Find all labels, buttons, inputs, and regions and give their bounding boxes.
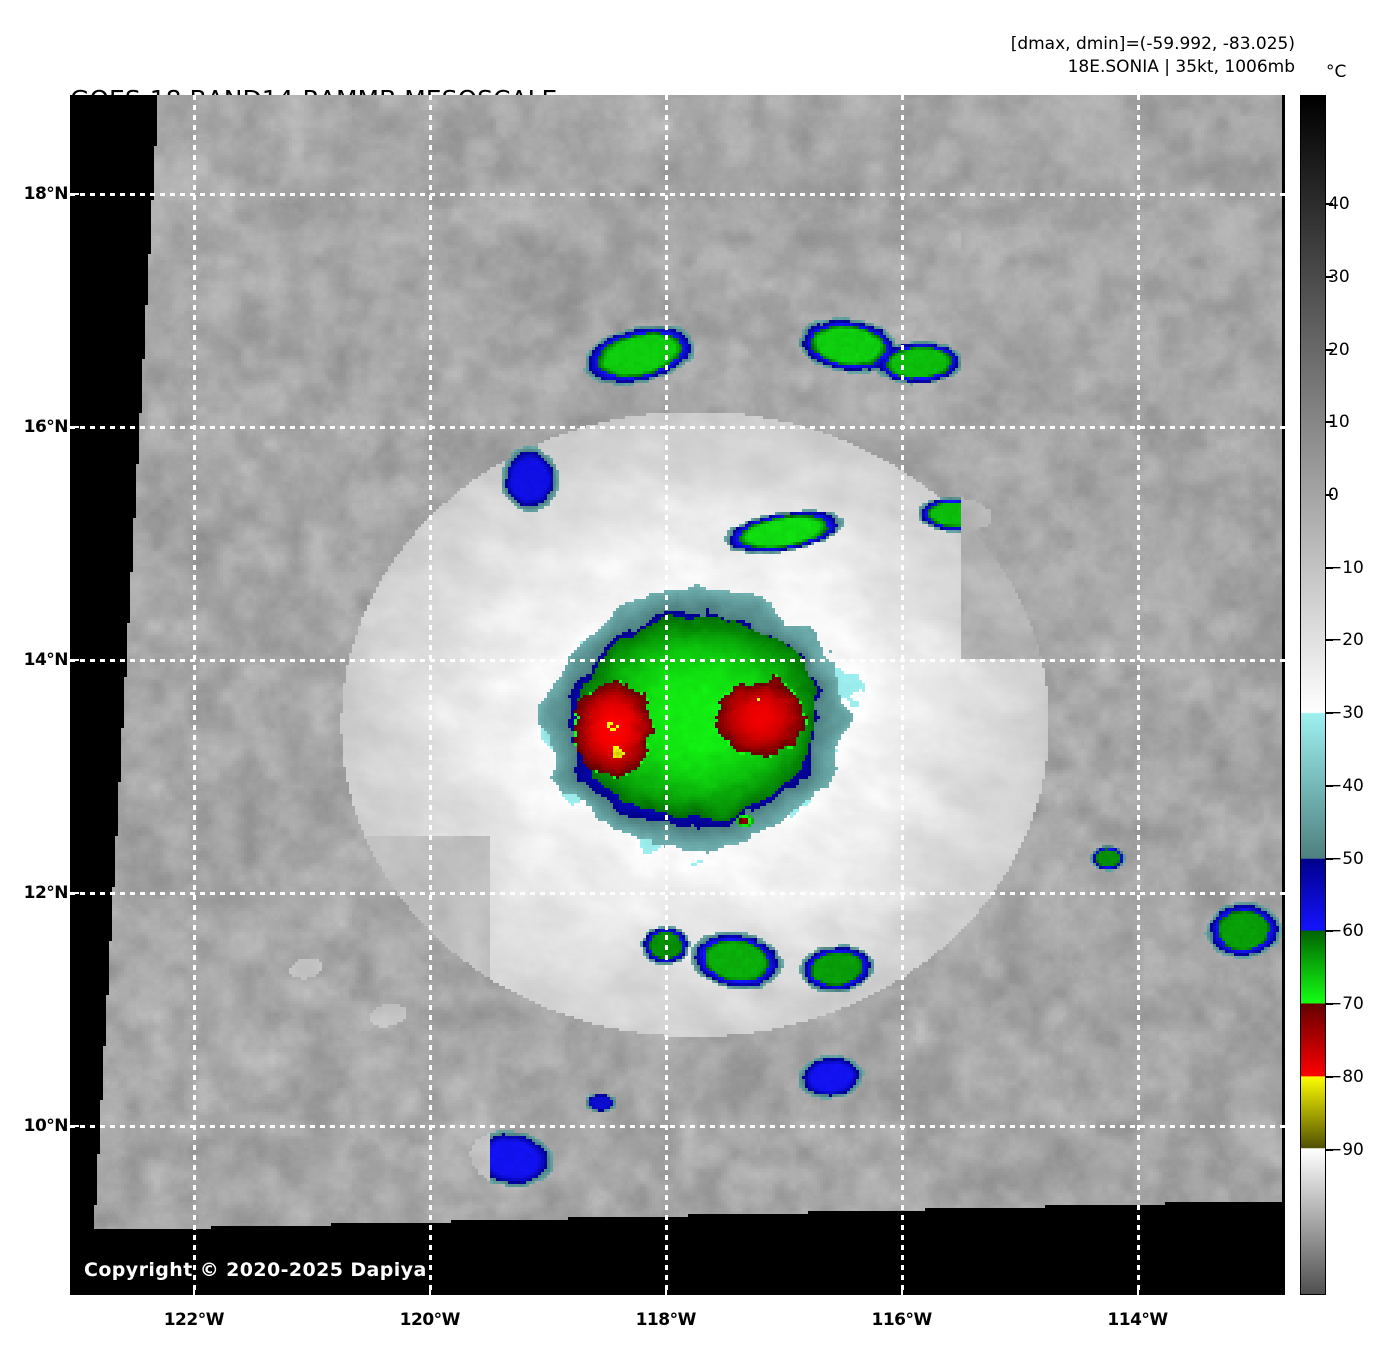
lon-tick-label: 114°W	[1107, 1310, 1168, 1330]
lat-tickmark	[70, 892, 79, 895]
lat-tickmark	[70, 193, 79, 196]
colorbar-tickmark	[1326, 1003, 1333, 1006]
lat-tick-label: 16°N	[23, 417, 69, 438]
lat-tick-label: 14°N	[23, 650, 69, 671]
lon-tickmark	[428, 1286, 431, 1295]
colorbar-tickmark	[1326, 930, 1333, 933]
colorbar-tick-label: −10	[1328, 557, 1364, 578]
colorbar-tick-label: 0	[1328, 485, 1339, 505]
colorbar-tick-label: −60	[1328, 921, 1364, 942]
colorbar-tick-label: 10	[1328, 412, 1350, 433]
dmax-dmin-label: [dmax, dmin]=(-59.992, -83.025)	[1010, 34, 1295, 54]
colorbar-tick-label: −40	[1328, 775, 1364, 796]
colorbar-tickmark	[1326, 1148, 1333, 1151]
colorbar-tick-label: −20	[1328, 630, 1364, 651]
lat-tickmark	[70, 426, 79, 429]
lat-tickmark	[70, 659, 79, 662]
satellite-raster	[70, 95, 1285, 1295]
lon-tick-label: 118°W	[635, 1310, 697, 1330]
colorbar-tickmark	[1326, 639, 1333, 642]
colorbar-tick-label: −80	[1328, 1066, 1364, 1087]
colorbar-tickmark	[1326, 203, 1333, 206]
lat-tick-label: 18°N	[23, 184, 69, 205]
temperature-colorbar[interactable]	[1300, 95, 1326, 1295]
lon-tick-label: 122°W	[163, 1310, 225, 1330]
infrared-imagery	[70, 95, 1285, 1295]
colorbar-tick-label: −30	[1328, 703, 1364, 724]
copyright-label: Copyright © 2020-2025 Dapiya	[84, 1259, 427, 1281]
colorbar-tickmark	[1326, 348, 1333, 351]
colorbar-tickmark	[1326, 421, 1333, 424]
colorbar-tick-label: −90	[1328, 1139, 1364, 1160]
metadata-block: [dmax, dmin]=(-59.992, -83.025) 18E.SONI…	[1011, 33, 1295, 79]
colorbar-tickmark	[1326, 857, 1333, 860]
colorbar-tickmark	[1326, 494, 1333, 496]
colorbar-tickmark	[1326, 712, 1333, 715]
colorbar-tickmark	[1326, 1075, 1333, 1078]
colorbar-tick-label: 30	[1328, 266, 1350, 287]
colorbar-tickmark	[1326, 566, 1333, 569]
colorbar-tick-label: 20	[1328, 339, 1350, 360]
lat-tickmark	[70, 1125, 79, 1128]
colorbar-tick-label: −70	[1328, 994, 1364, 1015]
lon-tickmark	[192, 1286, 195, 1295]
lon-tickmark	[664, 1286, 667, 1295]
colorbar-tick-label: 40	[1328, 194, 1350, 215]
colorbar-unit-label: °C	[1326, 62, 1347, 82]
lat-tick-label: 10°N	[23, 1116, 69, 1137]
colorbar-tickmark	[1326, 275, 1333, 278]
colorbar-tickmark	[1326, 784, 1333, 787]
storm-info-label: 18E.SONIA | 35kt, 1006mb	[1067, 57, 1295, 77]
lon-tick-label: 120°W	[399, 1310, 461, 1330]
colorbar-tick-label: −50	[1328, 848, 1364, 869]
lon-tickmark	[1136, 1286, 1139, 1295]
lon-tick-label: 116°W	[871, 1310, 933, 1330]
lat-tick-label: 12°N	[23, 883, 69, 904]
satellite-image-panel[interactable]: Copyright © 2020-2025 Dapiya	[70, 95, 1285, 1295]
lon-tickmark	[900, 1286, 903, 1295]
colorbar-gradient	[1301, 96, 1325, 1294]
